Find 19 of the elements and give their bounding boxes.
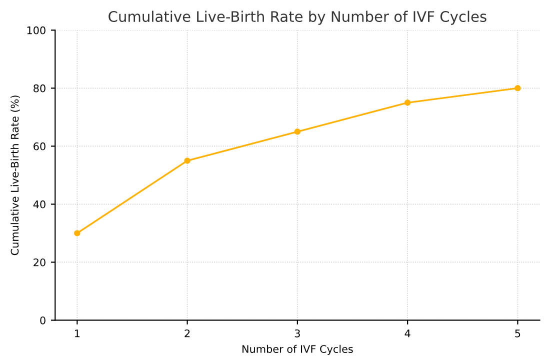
y-tick-label: 100 bbox=[27, 26, 46, 34]
x-tick-label: 3 bbox=[294, 329, 300, 338]
y-tick-label: 0 bbox=[40, 316, 46, 324]
point bbox=[294, 128, 301, 135]
x-axis-title: Number of IVF Cycles bbox=[242, 344, 353, 355]
y-tick-label: 20 bbox=[34, 258, 46, 266]
point bbox=[404, 100, 411, 106]
y-tick-label: 40 bbox=[33, 200, 46, 208]
point bbox=[184, 158, 190, 164]
y-tick-label: 60 bbox=[34, 142, 46, 150]
y-axis-title: Cumulative Live-Birth Rate (%) bbox=[10, 96, 20, 256]
y-tick-label: 80 bbox=[34, 84, 46, 92]
chart-title: Cumulative Live-Birth Rate by Number of IVF Cycles bbox=[108, 10, 486, 25]
x-tick-label: 4 bbox=[404, 330, 410, 338]
x-tick-label: 1 bbox=[75, 330, 80, 338]
x-tick-label: 5 bbox=[515, 330, 520, 338]
point bbox=[514, 85, 521, 92]
point bbox=[74, 230, 80, 236]
x-tick-label: 2 bbox=[184, 329, 190, 338]
